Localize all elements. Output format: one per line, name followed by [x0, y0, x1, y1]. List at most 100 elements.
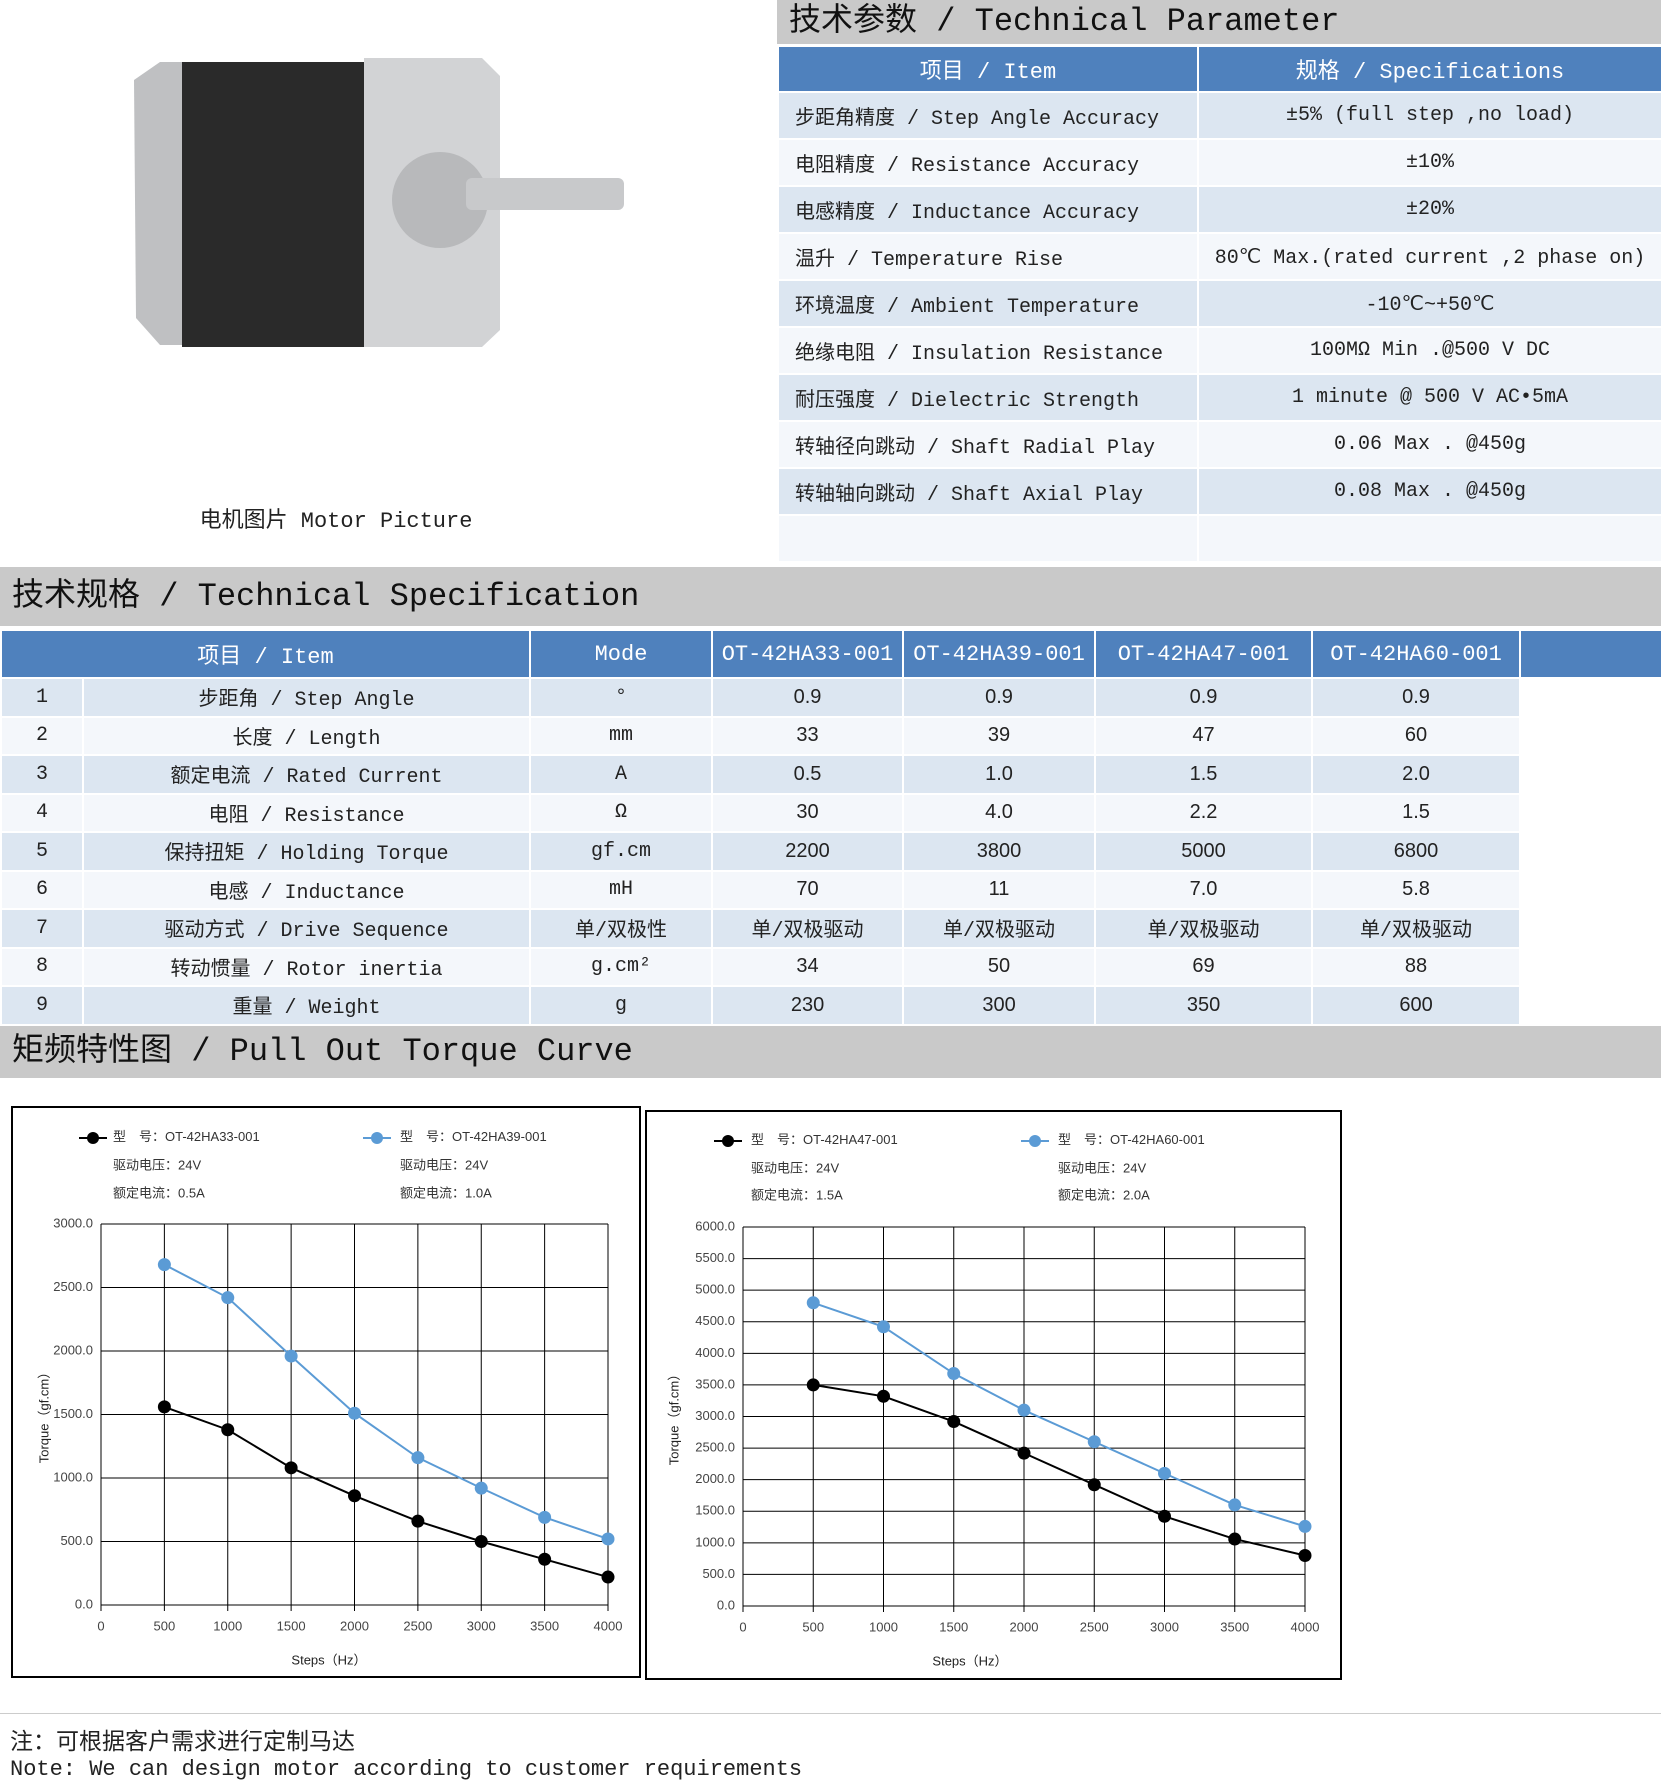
data-point — [1298, 1519, 1312, 1533]
item-cell: 电阻 / Resistance — [81, 792, 532, 833]
y-tick-label: 0.0 — [75, 1596, 93, 1611]
series-line — [164, 1405, 609, 1579]
data-point — [538, 1510, 552, 1524]
item-cell: 电阻精度 / Resistance Accuracy — [777, 138, 1199, 187]
y-tick-label: 4000.0 — [695, 1345, 735, 1360]
y-tick-label: 6000.0 — [695, 1218, 735, 1233]
unit-cell: g — [529, 985, 714, 1026]
series-line — [812, 1301, 1306, 1528]
x-tick-label: 1000 — [213, 1618, 242, 1633]
value-cell: 5.8 — [1311, 869, 1522, 910]
data-point — [157, 1400, 171, 1414]
value-cell: 0.9 — [711, 677, 905, 718]
x-tick-label: 4000 — [1291, 1619, 1320, 1634]
value-cell: 39 — [902, 715, 1097, 756]
value-cell: 0.9 — [902, 677, 1097, 718]
spec-cell: 0.08 Max . @450g — [1197, 467, 1661, 516]
spec-cell: 80℃ Max.(rated current ,2 phase on) — [1197, 232, 1661, 281]
row-number: 5 — [0, 831, 84, 872]
data-point — [221, 1291, 235, 1305]
y-tick-label: 500.0 — [702, 1566, 735, 1581]
value-cell: 0.5 — [711, 754, 905, 795]
row-number: 6 — [0, 869, 84, 910]
empty-cell — [1519, 754, 1661, 795]
table-row: 环境温度 / Ambient Temperature -10℃~+50℃ — [777, 279, 1661, 328]
section-title: 矩频特性图 / Pull Out Torque Curve — [0, 1026, 1661, 1078]
item-cell: 转轴轴向跳动 / Shaft Axial Play — [777, 467, 1199, 516]
empty-cell — [1519, 715, 1661, 756]
motor-picture: 电机图片 Motor Picture — [134, 58, 624, 534]
header-cell: 项目 / Item — [0, 629, 532, 679]
section-title: 技术规格 / Technical Specification — [0, 567, 1661, 626]
item-cell: 额定电流 / Rated Current — [81, 754, 532, 795]
specification-table: 项目 / Item Mode OT-42HA33-001 OT-42HA39-001 O… — [0, 629, 1661, 1026]
x-tick-label: 1000 — [869, 1619, 898, 1634]
item-cell: 电感 / Inductance — [81, 869, 532, 910]
header-cell — [1519, 629, 1661, 679]
data-point — [284, 1461, 298, 1475]
empty-cell — [1519, 985, 1661, 1026]
header-cell: 项目 / Item — [777, 45, 1199, 93]
item-cell: 温升 / Temperature Rise — [777, 232, 1199, 281]
value-cell: 600 — [1311, 985, 1522, 1026]
legend-voltage: 驱动电压：24V — [1058, 1160, 1146, 1175]
header-cell: OT-42HA39-001 — [902, 629, 1097, 679]
value-cell: 70 — [711, 869, 905, 910]
value-cell: 60 — [1311, 715, 1522, 756]
parameter-table: 项目 / Item 规格 / Specifications 步距角精度 / St… — [777, 45, 1661, 563]
data-point — [1228, 1498, 1242, 1512]
x-tick-label: 0 — [97, 1618, 104, 1633]
item-cell: 驱动方式 / Drive Sequence — [81, 908, 532, 949]
table-row: 8 转动惯量 / Rotor inertia g.cm² 34 50 69 88 — [0, 946, 1661, 987]
table-row: 转轴径向跳动 / Shaft Radial Play 0.06 Max . @45… — [777, 420, 1661, 469]
item-cell: 环境温度 / Ambient Temperature — [777, 279, 1199, 328]
x-tick-label: 2000 — [1010, 1619, 1039, 1634]
data-point — [348, 1406, 361, 1420]
divider — [0, 1713, 1661, 1714]
x-tick-label: 2000 — [340, 1618, 369, 1633]
value-cell: 33 — [711, 715, 905, 756]
y-axis-title: Torque（gf.cm） — [36, 1366, 51, 1464]
item-cell: 保持扭矩 / Holding Torque — [81, 831, 532, 872]
y-tick-label: 0.0 — [717, 1597, 735, 1612]
header-cell: 规格 / Specifications — [1197, 45, 1661, 93]
legend-voltage: 驱动电压：24V — [751, 1160, 839, 1175]
data-point — [411, 1451, 425, 1465]
table-row: 5 保持扭矩 / Holding Torque gf.cm 2200 3800 5000 6… — [0, 831, 1661, 872]
data-point — [1228, 1532, 1242, 1546]
series-line — [813, 1383, 1306, 1557]
y-tick-label: 1500.0 — [695, 1503, 735, 1518]
y-tick-label: 3000.0 — [53, 1215, 93, 1230]
data-point — [284, 1349, 298, 1363]
data-point — [947, 1415, 961, 1429]
x-axis-title: Steps（Hz） — [291, 1652, 366, 1667]
unit-cell: Ω — [529, 792, 714, 833]
table-row: 3 额定电流 / Rated Current A 0.5 1.0 1.5 2.0 — [0, 754, 1661, 795]
value-cell: 11 — [902, 869, 1097, 910]
table-row: 绝缘电阻 / Insulation Resistance 100MΩ Min .@… — [777, 326, 1661, 375]
chart: 0.0 500.0 1000.0 1500.0 2000.0 2500.0 3000.0 35… — [645, 1110, 1342, 1680]
unit-cell: 单/双极性 — [529, 908, 714, 949]
value-cell: 34 — [711, 946, 905, 987]
motor-shaft — [466, 178, 624, 210]
empty-cell — [1519, 677, 1661, 718]
item-cell: 耐压强度 / Dielectric Strength — [777, 373, 1199, 422]
legend-prefix: 型 号： — [751, 1132, 803, 1147]
unit-cell: g.cm² — [529, 946, 714, 987]
legend-voltage: 驱动电压：24V — [113, 1157, 201, 1172]
item-cell: 绝缘电阻 / Insulation Resistance — [777, 326, 1199, 375]
empty-cell — [777, 514, 1199, 563]
section-title: 技术参数 / Technical Parameter — [777, 0, 1661, 44]
data-point — [806, 1296, 820, 1310]
row-number: 9 — [0, 985, 84, 1026]
row-number: 7 — [0, 908, 84, 949]
empty-cell — [1519, 869, 1661, 910]
y-tick-label: 3000.0 — [695, 1408, 735, 1423]
x-tick-label: 500 — [154, 1618, 176, 1633]
y-tick-label: 4500.0 — [695, 1313, 735, 1328]
x-tick-label: 3000 — [1150, 1619, 1179, 1634]
table-row — [777, 514, 1661, 563]
table-row: 转轴轴向跳动 / Shaft Axial Play 0.08 Max . @450… — [777, 467, 1661, 516]
y-tick-label: 1500.0 — [53, 1406, 93, 1421]
series-line — [163, 1263, 609, 1540]
